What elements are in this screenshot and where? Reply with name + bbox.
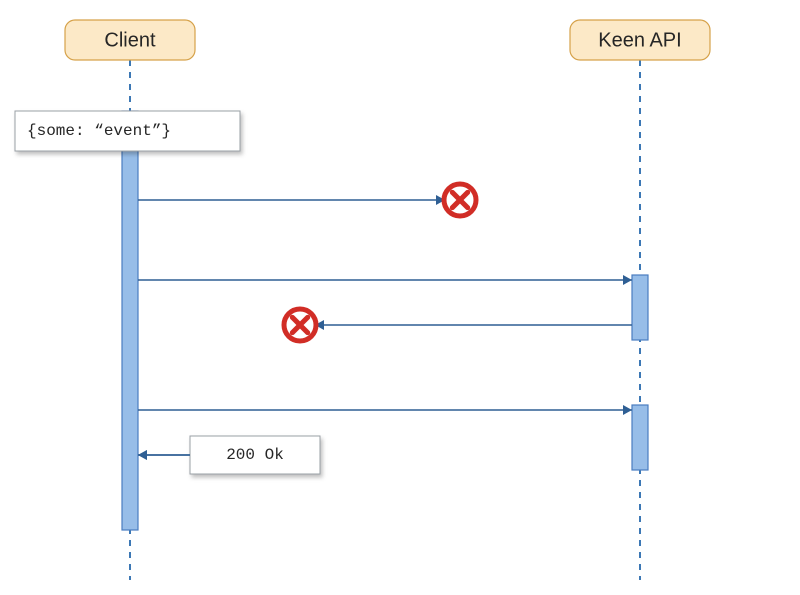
fail-icon — [284, 309, 316, 341]
note-text-0: {some: “event”} — [27, 122, 171, 140]
message-note-text: 200 Ok — [226, 446, 284, 464]
activation-api-2 — [632, 405, 648, 470]
participant-label-api: Keen API — [598, 29, 681, 51]
arrow-head — [138, 450, 147, 460]
activation-api-1 — [632, 275, 648, 340]
arrow-head — [623, 275, 632, 285]
activation-client-0 — [122, 111, 138, 530]
fail-icon — [444, 184, 476, 216]
participant-label-client: Client — [104, 29, 156, 51]
sequence-diagram: 200 Ok {some: “event”} Client Keen API — [0, 0, 800, 595]
arrow-head — [623, 405, 632, 415]
